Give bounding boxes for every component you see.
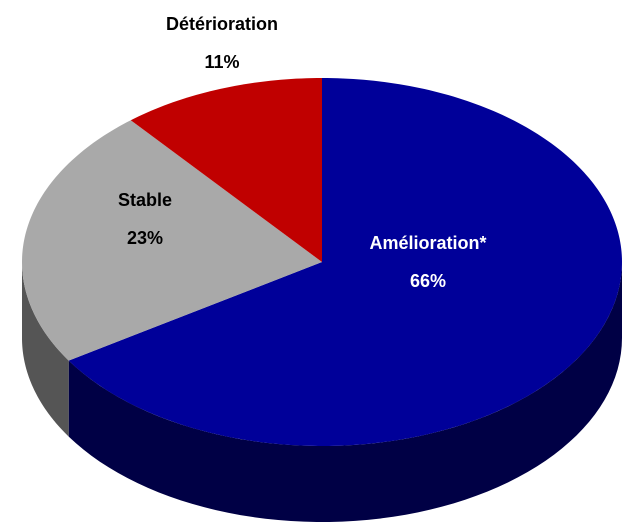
slice-value-label: 66%	[410, 271, 446, 291]
slice	[22, 120, 322, 361]
slice-side	[68, 262, 623, 522]
slice	[68, 78, 622, 446]
slice	[130, 78, 322, 262]
slice-side	[22, 262, 69, 437]
slice-value-label: 11%	[204, 52, 239, 72]
slice-label: Détérioration	[166, 14, 278, 34]
slice-label: Stable	[118, 190, 172, 210]
slice-label: Amélioration*	[369, 233, 486, 253]
slice-value-label: 23%	[127, 228, 163, 248]
